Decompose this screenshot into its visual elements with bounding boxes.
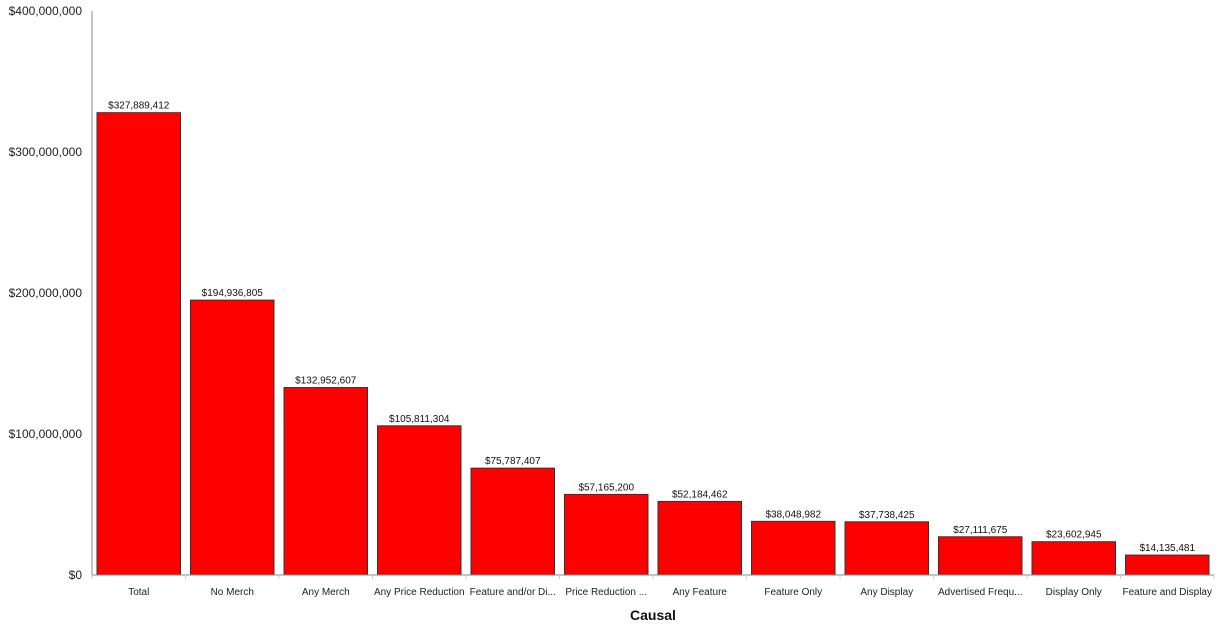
bar-data-label: $327,889,412 xyxy=(108,101,170,112)
y-tick-label: $100,000,000 xyxy=(9,427,83,441)
bar-data-label: $14,135,481 xyxy=(1139,543,1195,554)
bar[interactable] xyxy=(657,500,742,576)
bar-data-label: $37,738,425 xyxy=(859,510,915,521)
bar-data-label: $57,165,200 xyxy=(578,482,634,493)
bar[interactable] xyxy=(844,521,929,576)
bar[interactable] xyxy=(96,112,181,576)
y-tick-label: $200,000,000 xyxy=(9,286,83,300)
bar[interactable] xyxy=(1031,541,1116,576)
bar[interactable] xyxy=(190,299,275,576)
y-tick-label: $400,000,000 xyxy=(9,4,83,18)
bar[interactable] xyxy=(1125,554,1210,576)
bar[interactable] xyxy=(377,425,462,576)
x-category-label: Advertised Frequ... xyxy=(938,587,1022,598)
bar-data-label: $23,602,945 xyxy=(1046,530,1102,541)
x-category-label: Feature and/or Di... xyxy=(470,587,556,598)
bar-data-label: $194,936,805 xyxy=(202,288,264,299)
y-tick-label: $300,000,000 xyxy=(9,145,83,159)
bar[interactable] xyxy=(283,387,368,576)
y-tick-label: $0 xyxy=(69,568,83,582)
x-category-label: Total xyxy=(128,587,149,598)
bar[interactable] xyxy=(470,467,555,576)
bar-data-label: $75,787,407 xyxy=(485,456,541,467)
y-axis: $0 $100,000,000 $200,000,000 $300,000,000 $4… xyxy=(9,4,93,582)
x-category-label: No Merch xyxy=(211,587,254,598)
x-category-label: Price Reduction ... xyxy=(565,587,647,598)
bar-data-label: $52,184,462 xyxy=(672,489,728,500)
bar[interactable] xyxy=(751,520,836,576)
bar-data-label: $105,811,304 xyxy=(389,414,450,425)
bar-data-label: $27,111,675 xyxy=(953,525,1008,536)
x-category-label: Feature and Display xyxy=(1123,587,1213,598)
bar-data-label: $38,048,982 xyxy=(765,509,821,520)
x-category-label: Display Only xyxy=(1046,587,1102,598)
bar-data-label: $132,952,607 xyxy=(295,376,357,387)
x-category-label: Any Merch xyxy=(302,587,350,598)
x-category-label: Feature Only xyxy=(764,587,822,598)
x-category-label: Any Price Reduction xyxy=(374,587,465,598)
bar[interactable] xyxy=(564,493,649,576)
x-axis: Total No Merch Any Merch Any Price Reductio… xyxy=(91,574,1215,598)
x-category-label: Any Display xyxy=(860,587,913,598)
x-axis-title: Causal xyxy=(630,607,676,623)
x-category-label: Any Feature xyxy=(673,587,728,598)
bar[interactable] xyxy=(938,536,1023,576)
bars-group: $327,889,412 $194,936,805 $132,952,607 $105… xyxy=(96,101,1210,576)
